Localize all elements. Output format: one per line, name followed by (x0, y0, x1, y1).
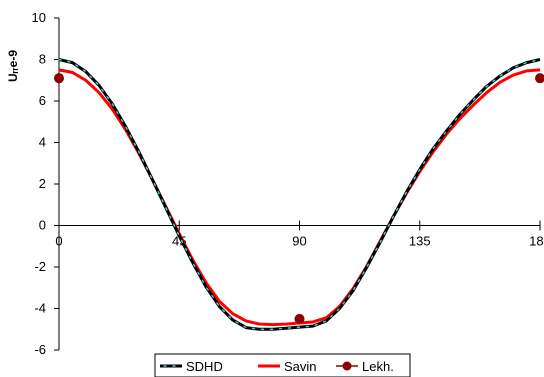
y-tick-label: 8 (39, 52, 46, 67)
legend-swatch-point (342, 361, 352, 371)
y-axis-ticks: -6 -4 -2 0 2 4 6 8 10 (32, 10, 59, 357)
legend: SDHD Savin Lekh. (154, 353, 411, 377)
series-line-sdhd-markers (58, 58, 541, 330)
x-axis-ticks: 04590135180 (55, 220, 544, 249)
legend-label: Savin (284, 359, 317, 374)
axes (58, 18, 540, 350)
data-point-lekh (294, 313, 305, 324)
legend-box (154, 353, 411, 377)
legend-label: SDHD (186, 359, 223, 374)
y-tick-label: 4 (39, 135, 46, 150)
y-tick-label: -2 (34, 259, 46, 274)
series-line-savin (58, 68, 541, 327)
x-tick-label: 0 (55, 234, 62, 249)
y-tick-label: 10 (32, 10, 46, 25)
data-point-lekh (54, 73, 64, 84)
legend-label: Lekh. (362, 359, 394, 374)
y-tick-label: 6 (39, 93, 46, 108)
x-tick-label: 135 (409, 234, 431, 249)
y-tick-label: 0 (39, 218, 46, 233)
y-tick-label: -6 (34, 342, 46, 357)
x-tick-label: 180 (529, 234, 544, 249)
y-axis-label: Uᵣᵣe-9 (6, 50, 20, 82)
x-tick-label: 90 (292, 234, 306, 249)
y-tick-label: -4 (34, 301, 46, 316)
series-line-sdhd (58, 58, 541, 331)
data-point-lekh (535, 73, 544, 84)
y-tick-label: 2 (39, 176, 46, 191)
plot-area (54, 58, 544, 331)
